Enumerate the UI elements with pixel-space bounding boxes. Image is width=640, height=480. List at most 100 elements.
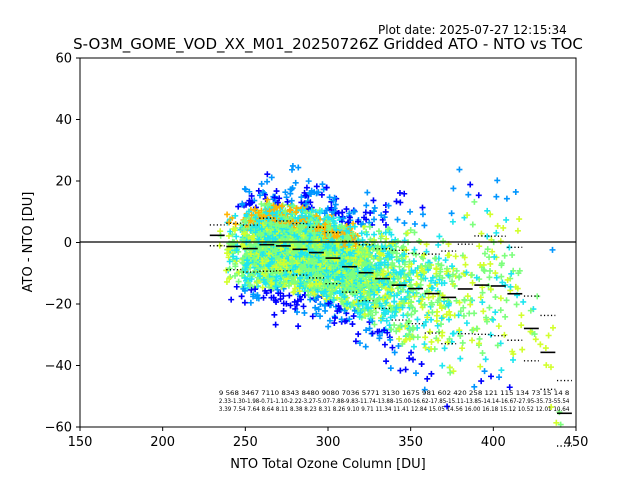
data-point bbox=[462, 261, 469, 268]
data-point bbox=[401, 190, 408, 197]
data-point bbox=[274, 286, 281, 293]
data-point bbox=[295, 164, 302, 171]
data-point bbox=[285, 282, 292, 289]
data-point bbox=[233, 247, 240, 254]
data-point bbox=[313, 183, 320, 190]
data-point bbox=[265, 250, 272, 257]
data-point bbox=[397, 367, 404, 374]
data-point bbox=[283, 215, 290, 222]
data-point bbox=[292, 305, 299, 312]
data-point bbox=[276, 259, 283, 266]
data-point bbox=[242, 282, 249, 289]
data-point bbox=[249, 199, 256, 206]
plot-date: Plot date: 2025-07-27 12:15:34 bbox=[378, 23, 567, 37]
data-point bbox=[246, 188, 253, 195]
data-point bbox=[273, 264, 280, 271]
data-point bbox=[280, 292, 287, 299]
data-point bbox=[272, 297, 279, 304]
data-point bbox=[486, 254, 493, 261]
data-point bbox=[387, 365, 394, 372]
data-point bbox=[490, 316, 497, 323]
data-point bbox=[428, 338, 435, 345]
data-point bbox=[247, 283, 254, 290]
data-point bbox=[259, 238, 266, 245]
x-tick-label: 450 bbox=[564, 435, 589, 450]
data-point bbox=[256, 192, 263, 199]
data-point bbox=[235, 203, 242, 210]
data-point bbox=[248, 212, 255, 219]
data-point bbox=[272, 283, 279, 290]
data-point bbox=[272, 253, 279, 260]
data-point bbox=[251, 261, 258, 268]
data-point bbox=[459, 345, 466, 352]
data-point bbox=[446, 316, 453, 323]
data-point bbox=[479, 350, 486, 357]
x-tick-label: 300 bbox=[316, 435, 341, 450]
data-point bbox=[273, 248, 280, 255]
data-point bbox=[243, 251, 250, 258]
data-point bbox=[233, 255, 240, 262]
data-point bbox=[260, 189, 267, 196]
data-point bbox=[513, 301, 520, 308]
data-point bbox=[492, 309, 499, 316]
data-point bbox=[497, 238, 504, 245]
data-point bbox=[421, 341, 428, 348]
data-point bbox=[494, 177, 501, 184]
data-point bbox=[282, 189, 289, 196]
data-point bbox=[408, 349, 415, 356]
data-point bbox=[248, 192, 255, 199]
data-point bbox=[419, 204, 426, 211]
data-point bbox=[226, 219, 233, 226]
data-point bbox=[233, 283, 240, 290]
data-point bbox=[364, 189, 371, 196]
data-point bbox=[301, 309, 308, 316]
data-point bbox=[277, 296, 284, 303]
data-point bbox=[272, 321, 279, 328]
data-point bbox=[260, 276, 267, 283]
data-point bbox=[258, 200, 265, 207]
data-point bbox=[225, 232, 232, 239]
data-point bbox=[264, 216, 271, 223]
data-point bbox=[350, 313, 357, 320]
bin-stats-row: 9 568 3467 7110 8343 8480 9080 7036 5771… bbox=[219, 390, 570, 397]
data-point bbox=[520, 298, 527, 305]
data-point bbox=[264, 235, 271, 242]
data-point bbox=[292, 179, 299, 186]
data-point bbox=[266, 229, 273, 236]
data-point bbox=[257, 275, 264, 282]
data-point bbox=[509, 251, 516, 258]
data-point bbox=[322, 307, 329, 314]
data-point bbox=[264, 178, 271, 185]
data-point bbox=[512, 188, 519, 195]
data-point bbox=[494, 222, 501, 229]
data-point bbox=[391, 322, 398, 329]
data-point bbox=[240, 242, 247, 249]
data-point bbox=[289, 166, 296, 173]
data-point bbox=[288, 197, 295, 204]
data-point bbox=[549, 246, 556, 253]
data-point bbox=[371, 231, 378, 238]
data-point bbox=[414, 316, 421, 323]
data-point bbox=[477, 363, 484, 370]
data-point bbox=[514, 227, 521, 234]
data-point bbox=[537, 341, 544, 348]
data-point bbox=[255, 187, 262, 194]
data-point bbox=[507, 283, 514, 290]
data-point bbox=[238, 293, 245, 300]
data-point bbox=[487, 211, 494, 218]
data-point bbox=[259, 284, 266, 291]
data-point bbox=[471, 310, 478, 317]
data-point bbox=[448, 210, 455, 217]
data-point bbox=[446, 364, 453, 371]
data-point bbox=[408, 311, 415, 318]
data-point bbox=[235, 278, 242, 285]
data-point bbox=[292, 285, 299, 292]
data-point bbox=[283, 194, 290, 201]
data-point bbox=[273, 188, 280, 195]
data-point bbox=[294, 309, 301, 316]
data-point bbox=[435, 328, 442, 335]
data-point bbox=[487, 260, 494, 267]
data-point bbox=[550, 324, 557, 331]
data-point bbox=[469, 337, 476, 344]
